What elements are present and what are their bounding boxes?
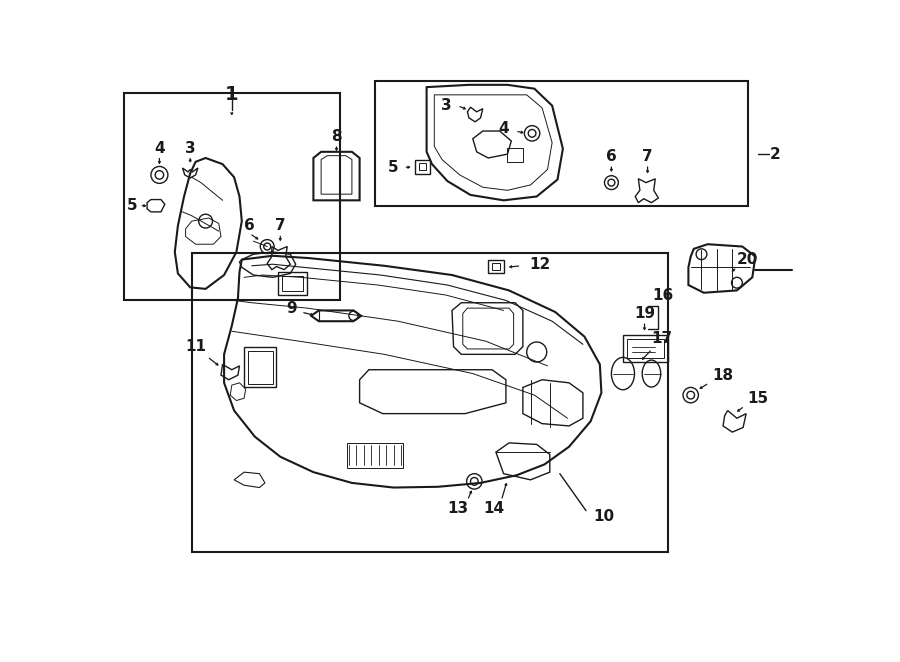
Text: 3: 3 (440, 98, 451, 113)
Bar (124, 93, 339, 301)
Text: 5: 5 (388, 160, 399, 175)
Text: 12: 12 (529, 257, 551, 271)
Text: 3: 3 (184, 141, 195, 156)
Bar (282, 276, 303, 291)
Text: 7: 7 (275, 218, 285, 233)
Text: 1: 1 (225, 85, 238, 105)
Text: 19: 19 (634, 306, 655, 321)
Text: 9: 9 (286, 301, 297, 316)
Text: 11: 11 (185, 339, 206, 354)
Text: 2: 2 (770, 146, 781, 162)
Bar (623, 335, 668, 362)
Text: 4: 4 (154, 141, 165, 156)
Bar (488, 260, 504, 273)
Bar (418, 164, 426, 170)
Text: 4: 4 (499, 121, 508, 136)
Bar (415, 160, 429, 174)
Text: 8: 8 (331, 129, 342, 144)
Text: 13: 13 (446, 501, 468, 516)
Bar (248, 352, 273, 383)
Bar (192, 254, 668, 552)
Text: 14: 14 (483, 501, 504, 516)
Text: 6: 6 (606, 149, 616, 164)
Text: 17: 17 (651, 332, 672, 346)
Bar (508, 148, 523, 162)
Text: 7: 7 (643, 149, 652, 164)
Text: 15: 15 (747, 391, 769, 406)
Text: 10: 10 (593, 508, 615, 524)
Text: 20: 20 (737, 252, 759, 267)
Bar (375, 81, 749, 206)
Text: 5: 5 (126, 198, 137, 213)
Text: 18: 18 (713, 367, 734, 383)
Bar (626, 339, 664, 358)
Bar (492, 263, 500, 269)
Text: 16: 16 (652, 287, 673, 303)
Bar (244, 348, 276, 387)
Text: 6: 6 (244, 218, 255, 233)
Bar (278, 272, 307, 295)
